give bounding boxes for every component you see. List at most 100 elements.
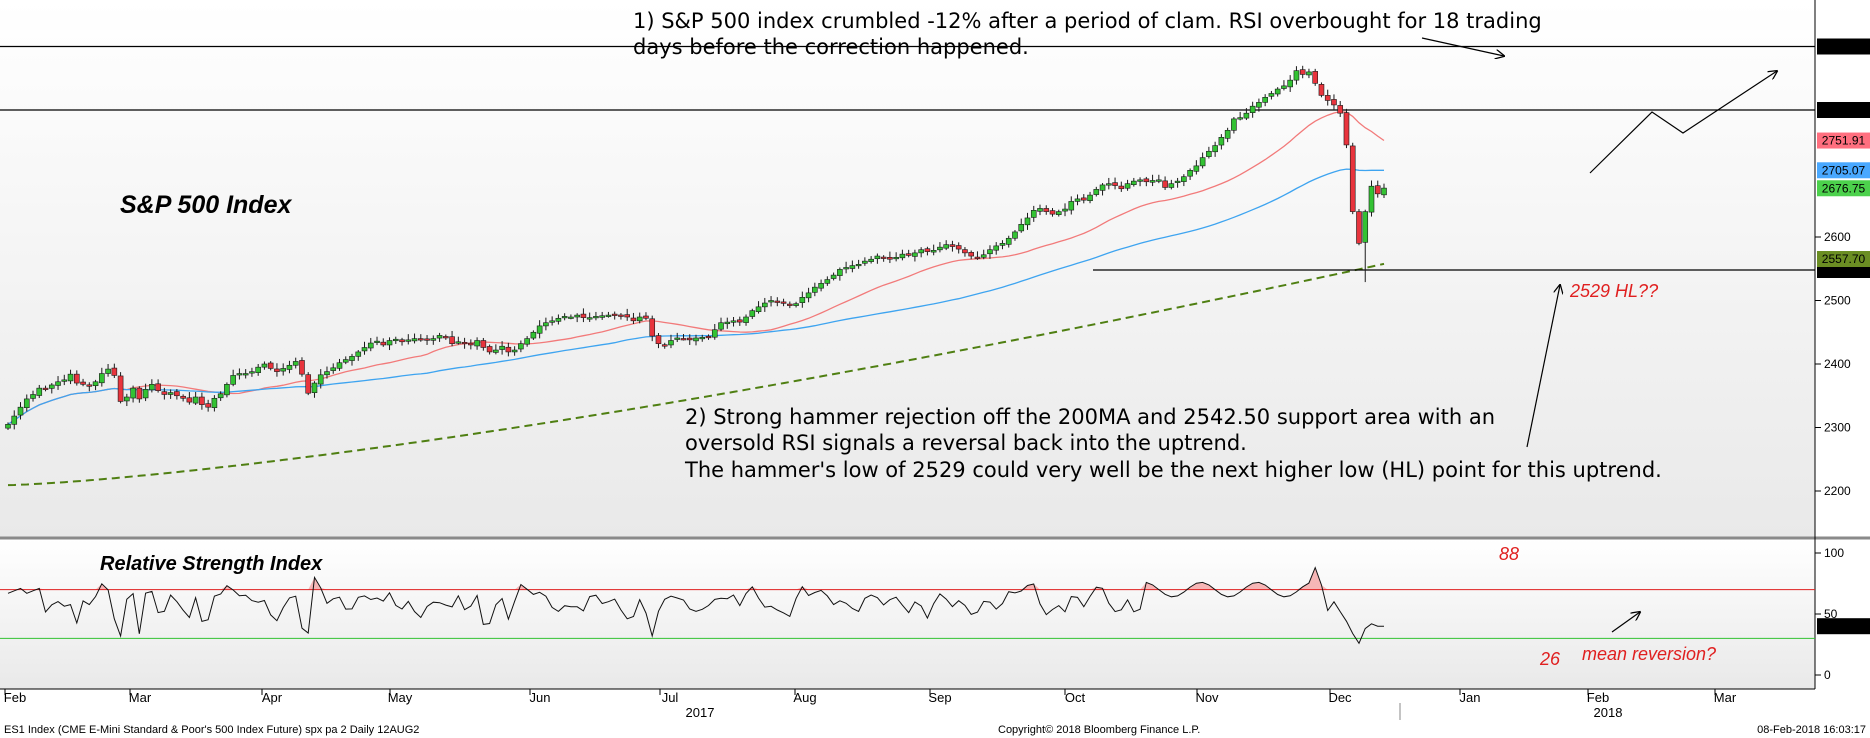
candle-body [1187,170,1193,177]
candle-body [1181,176,1187,182]
candle-body [1112,182,1118,186]
candle-body [843,267,849,270]
candle-body [436,335,443,339]
candle-body [205,403,211,408]
candle-body [555,317,562,322]
candle-body [455,341,462,344]
candle-body [599,315,605,318]
candle-body [67,373,74,382]
month-label: Feb [4,690,26,705]
year-label: 2018 [1594,705,1623,720]
candle-body [1024,217,1031,226]
candle-body [399,339,405,343]
candle-body [987,249,993,255]
candle-body [430,338,437,341]
candle-body [955,245,962,250]
candle-body [124,396,130,402]
level-label-text: 2800.00 [1822,103,1866,117]
candle-body [280,368,287,372]
candle-body [374,340,380,343]
candle-body [543,322,549,327]
candle-body [649,318,656,337]
candle-body [1131,180,1137,185]
candle-body [149,384,155,391]
candle-body [1356,211,1362,244]
rsi-panel-bg [0,539,1815,689]
candle-body [1099,184,1106,191]
candle-body [1080,197,1087,201]
candle-body [1212,145,1218,153]
candle-body [805,292,812,299]
candle-body [924,248,931,252]
candle-body [17,406,24,416]
footer-left: ES1 Index (CME E-Mini Standard & Poor's … [4,724,419,736]
candle-body [480,340,487,348]
candle-body [1074,198,1081,202]
candle-body [724,321,731,325]
rsi-axis: 0 50 100 39.9972 [1815,546,1870,682]
candle-body [905,253,912,256]
candle-body [236,373,243,376]
candle-body [405,339,412,342]
candle-body [518,343,524,350]
arrow-top-annotation [1421,37,1504,56]
candle-body [1368,185,1375,213]
candle-body [1156,179,1162,182]
candle-body [680,338,687,341]
candle-body [493,349,499,353]
candle-body [186,397,193,403]
candle-body [48,384,55,389]
candle-body [1224,130,1231,139]
candle-body [937,246,943,251]
month-label: Sep [928,690,951,705]
candle-body [1337,105,1344,114]
candle-body [1343,112,1350,146]
candle-body [862,260,868,264]
candle-body [130,387,136,399]
candle-body [361,347,368,352]
candle-body [474,340,480,347]
rsi-last-box [1817,618,1870,635]
candle-body [211,397,218,408]
candle-body [117,375,124,402]
candle-body [1018,224,1025,232]
month-label: Mar [1714,690,1737,705]
candle-body [1162,180,1168,188]
candle-body [136,387,143,400]
candle-body [167,392,174,395]
month-label: Oct [1065,690,1086,705]
month-label: Jul [662,690,679,705]
candle-body [930,250,937,253]
candle-body [830,274,837,279]
candle-body [549,320,555,323]
candle-body [499,345,505,350]
price-label-box [1817,132,1870,149]
candle-body [443,336,449,339]
candle-body [736,319,743,323]
rsi-high-label: 88 [1499,544,1519,564]
candle-body [30,394,36,399]
candle-body [568,316,574,319]
candle-body [868,258,874,262]
candle-body [1237,117,1243,120]
candle-body [661,344,668,347]
candle-body [180,395,186,399]
candle-body [693,337,699,342]
candle-body [743,316,749,323]
month-label: Mar [129,690,152,705]
candle-body [380,341,387,346]
candle-body [111,367,118,376]
candle-body [199,396,205,405]
horizontal-levels [0,45,1815,271]
candle-body [912,252,918,257]
candle-body [55,381,61,386]
footer-center: Copyright© 2018 Bloomberg Finance L.P. [998,724,1200,736]
candle-body [1005,237,1012,245]
candle-body [968,252,975,257]
candle-body [787,303,793,306]
candle-body [636,316,643,322]
candle-body [1193,165,1200,172]
rsi-low-label: 26 [1539,649,1561,669]
candle-body [761,302,768,308]
candle-body [874,255,881,260]
